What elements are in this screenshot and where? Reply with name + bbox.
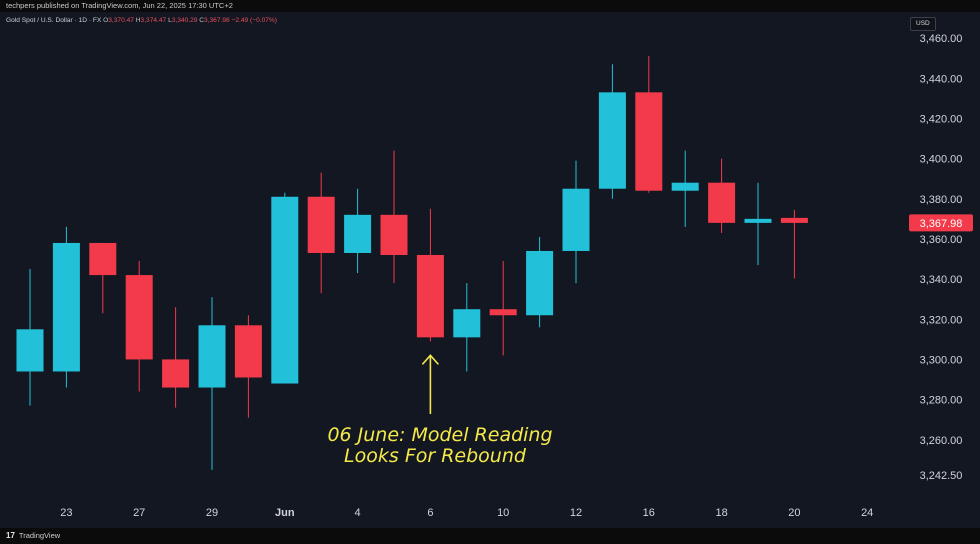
- candle-body[interactable]: [708, 182, 736, 223]
- time-tick-label: Jun: [275, 507, 295, 519]
- price-tick-label: 3,280.00: [920, 395, 963, 407]
- chart-canvas[interactable]: 3,242.50 3,260.00 3,280.00 3,300.00 3,320.00…: [0, 0, 980, 528]
- candle-body[interactable]: [125, 275, 153, 360]
- candle-bodies: [16, 92, 808, 388]
- plot-background: [0, 12, 896, 500]
- price-tick-label: 3,460.00: [920, 33, 963, 45]
- candle-body[interactable]: [89, 242, 117, 276]
- candle-body[interactable]: [198, 325, 226, 388]
- candle-body[interactable]: [416, 254, 444, 338]
- price-axis-background: [896, 12, 980, 500]
- candle-body[interactable]: [453, 309, 481, 338]
- price-tick-label: 3,260.00: [920, 435, 963, 447]
- time-tick-label: 27: [133, 507, 145, 519]
- candle-body[interactable]: [635, 92, 663, 191]
- time-tick-label: 23: [60, 507, 72, 519]
- publish-info: techpers published on TradingView.com, J…: [6, 1, 233, 10]
- time-tick-label: 18: [715, 507, 727, 519]
- tradingview-logo[interactable]: 17 TradingView: [6, 531, 60, 540]
- currency-selector[interactable]: USD: [910, 17, 936, 31]
- time-axis-background: [0, 500, 980, 528]
- candle-body[interactable]: [271, 196, 299, 384]
- tradingview-logo-icon: 17: [6, 531, 15, 540]
- symbol-name: Gold Spot / U.S. Dollar · 1D · FX: [6, 17, 102, 24]
- annotation-group: 06 June: Model Reading Looks For Rebound: [327, 354, 553, 467]
- change-value: −2.49 (−0.07%): [231, 17, 277, 24]
- price-axis[interactable]: 3,242.50 3,260.00 3,280.00 3,300.00 3,320.00…: [920, 33, 963, 482]
- time-tick-label: 29: [206, 507, 218, 519]
- candle-body[interactable]: [52, 242, 80, 372]
- price-tick-label: 3,340.00: [920, 274, 963, 286]
- low-value: 3,340.29: [171, 17, 198, 24]
- candle-body[interactable]: [307, 196, 335, 253]
- candle-body[interactable]: [380, 214, 408, 255]
- last-price-tag-background: [909, 214, 973, 232]
- price-tick-label: 3,380.00: [920, 194, 963, 206]
- price-tick-label: 3,440.00: [920, 73, 963, 85]
- header-strip: techpers published on TradingView.com, J…: [0, 0, 980, 12]
- last-price-tag: 3,367.98: [909, 214, 973, 232]
- time-tick-label: 24: [861, 507, 873, 519]
- low-label: L: [168, 17, 172, 24]
- last-price-label: 3,367.98: [920, 218, 963, 230]
- time-axis[interactable]: 23 27 29 Jun 4 6 10 12 16 18 20 24: [60, 507, 873, 519]
- price-tick-label: 3,420.00: [920, 113, 963, 125]
- candle-body[interactable]: [526, 250, 554, 316]
- high-label: H: [135, 17, 141, 24]
- candle-body[interactable]: [489, 309, 517, 316]
- symbol-legend: Gold Spot / U.S. Dollar · 1D · FX O3,370…: [6, 17, 277, 24]
- price-tick-label: 3,320.00: [920, 314, 963, 326]
- candle-body[interactable]: [598, 92, 626, 189]
- close-label: C: [199, 17, 205, 24]
- candle-body[interactable]: [344, 214, 372, 253]
- time-tick-label: 20: [788, 507, 800, 519]
- candle-body[interactable]: [234, 325, 262, 378]
- close-value: 3,367.98: [204, 17, 230, 24]
- price-tick-label: 3,400.00: [920, 154, 963, 166]
- tradingview-logo-text: TradingView: [18, 531, 61, 540]
- candle-body[interactable]: [16, 329, 44, 372]
- candle-body[interactable]: [671, 182, 699, 191]
- annotation-text-line2: Looks For Rebound: [344, 445, 527, 467]
- candle-body[interactable]: [562, 188, 590, 251]
- high-value: 3,374.47: [140, 17, 167, 24]
- price-tick-label: 3,242.50: [920, 470, 963, 482]
- time-tick-label: 4: [355, 507, 361, 519]
- time-tick-label: 12: [570, 507, 582, 519]
- annotation-arrow-head: [421, 354, 439, 365]
- time-tick-label: 6: [427, 507, 433, 519]
- time-tick-label: 10: [497, 507, 509, 519]
- annotation-text-line1: 06 June: Model Reading: [327, 424, 552, 446]
- open-label: O: [103, 17, 109, 24]
- candle-body[interactable]: [780, 217, 808, 223]
- price-tick-label: 3,300.00: [920, 354, 963, 366]
- candle-body[interactable]: [744, 218, 772, 223]
- time-tick-label: 16: [643, 507, 655, 519]
- candle-body[interactable]: [162, 359, 190, 388]
- open-value: 3,370.47: [108, 17, 134, 24]
- price-tick-label: 3,360.00: [920, 234, 963, 246]
- footer-strip: [0, 528, 980, 544]
